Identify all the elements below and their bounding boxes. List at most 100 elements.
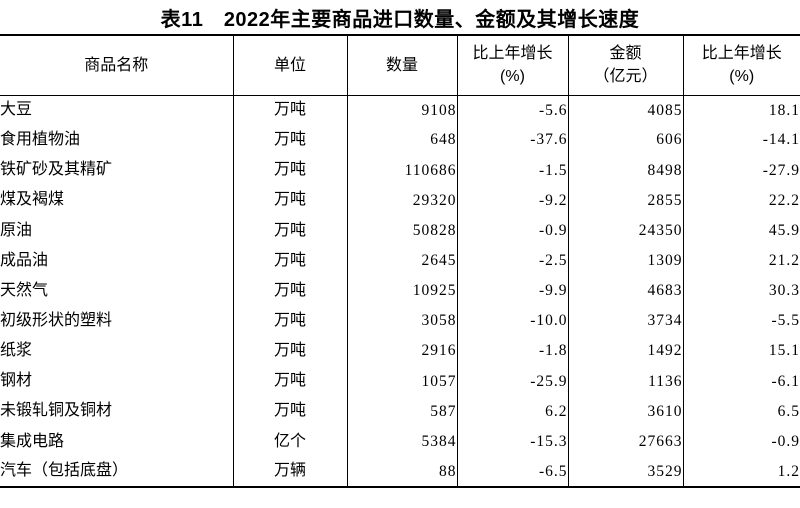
quantity-growth-cell: -37.6 <box>456 125 568 156</box>
table-row: 天然气 万吨 10925 -9.9 4683 30.3 <box>0 275 800 306</box>
col-header-label: 比上年增长 <box>472 45 553 63</box>
amount-growth-cell: -5.5 <box>682 305 800 337</box>
quantity-cell: 1057 <box>346 366 457 397</box>
quantity-cell: 88 <box>346 456 457 487</box>
header-row: 商品名称 单位 数量 比上年增长 (%) 金额 （亿元） 比上年增长 (%) <box>0 35 800 96</box>
table-row: 食用植物油 万吨 648 -37.6 606 -14.1 <box>0 125 800 156</box>
col-header-label: 单位 <box>273 56 306 74</box>
commodity-name-cell: 初级形状的塑料 <box>0 312 113 330</box>
amount-growth-cell: 22.2 <box>682 185 800 216</box>
amount-growth-cell: 6.5 <box>682 396 800 427</box>
col-header-amount: 金额 （亿元） <box>567 35 683 96</box>
quantity-cell: 50828 <box>346 215 457 246</box>
quantity-cell: 648 <box>346 125 457 156</box>
unit-cell: 万吨 <box>232 155 347 186</box>
commodity-name-cell: 食用植物油 <box>0 131 81 149</box>
col-header-quantity: 数量 <box>346 35 457 96</box>
quantity-cell: 110686 <box>346 155 457 186</box>
commodity-name-cell: 铁矿砂及其精矿 <box>0 161 113 179</box>
col-header-label: 比上年增长 <box>701 45 782 63</box>
amount-cell: 8498 <box>567 155 683 186</box>
amount-growth-cell: -27.9 <box>682 155 800 186</box>
amount-growth-cell: 21.2 <box>682 245 800 276</box>
unit-cell: 万吨 <box>232 185 347 216</box>
unit-cell: 万吨 <box>232 396 347 427</box>
commodity-name-cell: 天然气 <box>0 281 49 299</box>
amount-growth-cell: 15.1 <box>682 336 800 367</box>
quantity-growth-cell: -0.9 <box>456 215 568 246</box>
quantity-growth-cell: -15.3 <box>456 426 568 457</box>
amount-cell: 3529 <box>567 456 683 487</box>
unit-cell: 万吨 <box>232 125 347 156</box>
unit-cell: 万吨 <box>232 245 347 276</box>
table-row: 汽车（包括底盘） 万辆 88 -6.5 3529 1.2 <box>0 456 800 487</box>
amount-cell: 606 <box>567 125 683 156</box>
col-header-label: 数量 <box>385 56 418 74</box>
commodity-name-cell: 钢材 <box>0 372 33 390</box>
unit-cell: 万吨 <box>232 275 347 306</box>
quantity-growth-cell: -1.8 <box>456 336 568 367</box>
col-header-commodity-name: 商品名称 <box>0 35 233 96</box>
amount-cell: 4683 <box>567 275 683 306</box>
table-row: 钢材 万吨 1057 -25.9 1136 -6.1 <box>0 366 800 397</box>
col-header-quantity-growth: 比上年增长 (%) <box>456 35 568 96</box>
unit-cell: 万吨 <box>232 305 347 337</box>
commodity-name-cell: 煤及褐煤 <box>0 191 65 209</box>
quantity-cell: 29320 <box>346 185 457 216</box>
amount-cell: 3610 <box>567 396 683 427</box>
quantity-growth-cell: -9.2 <box>456 185 568 216</box>
table-row: 煤及褐煤 万吨 29320 -9.2 2855 22.2 <box>0 185 800 216</box>
amount-growth-cell: -6.1 <box>682 366 800 397</box>
quantity-growth-cell: -6.5 <box>456 456 568 487</box>
table-body: 大豆 万吨 9108 -5.6 4085 18.1 食用植物油 万吨 648 -37.6 606 -1… <box>0 95 800 487</box>
col-header-sub: (%) <box>729 68 755 86</box>
amount-cell: 3734 <box>567 305 683 337</box>
amount-cell: 4085 <box>567 95 683 126</box>
amount-growth-cell: 45.9 <box>682 215 800 246</box>
quantity-cell: 9108 <box>346 95 457 126</box>
table-row: 大豆 万吨 9108 -5.6 4085 18.1 <box>0 95 800 126</box>
amount-cell: 1309 <box>567 245 683 276</box>
table-row: 成品油 万吨 2645 -2.5 1309 21.2 <box>0 245 800 276</box>
amount-growth-cell: 30.3 <box>682 275 800 306</box>
quantity-cell: 10925 <box>346 275 457 306</box>
amount-cell: 1136 <box>567 366 683 397</box>
commodity-name-cell: 纸浆 <box>0 342 33 360</box>
commodity-name-cell: 集成电路 <box>0 432 65 450</box>
table-row: 原油 万吨 50828 -0.9 24350 45.9 <box>0 215 800 246</box>
unit-cell: 万吨 <box>232 215 347 246</box>
unit-cell: 万吨 <box>232 336 347 367</box>
imports-table: 商品名称 单位 数量 比上年增长 (%) 金额 （亿元） 比上年增长 (%) 大豆 万吨 9108-… <box>0 34 800 488</box>
quantity-cell: 5384 <box>346 426 457 457</box>
commodity-name-cell: 原油 <box>0 221 33 239</box>
commodity-name-cell: 汽车（包括底盘） <box>0 462 129 480</box>
quantity-growth-cell: -10.0 <box>456 305 568 337</box>
amount-cell: 27663 <box>567 426 683 457</box>
commodity-name-cell: 成品油 <box>0 251 49 269</box>
unit-cell: 万吨 <box>232 95 347 126</box>
commodity-name-cell: 大豆 <box>0 101 33 119</box>
quantity-growth-cell: 6.2 <box>456 396 568 427</box>
quantity-growth-cell: -9.9 <box>456 275 568 306</box>
table-row: 铁矿砂及其精矿 万吨 110686 -1.5 8498 -27.9 <box>0 155 800 186</box>
col-header-label: 商品名称 <box>84 56 149 74</box>
amount-cell: 24350 <box>567 215 683 246</box>
quantity-cell: 2916 <box>346 336 457 367</box>
table-title: 表11 2022年主要商品进口数量、金额及其增长速度 <box>160 8 640 31</box>
statistical-communique-page: 表11 2022年主要商品进口数量、金额及其增长速度 商品名称 单位 数量 比上年增长… <box>0 8 800 488</box>
table-header: 商品名称 单位 数量 比上年增长 (%) 金额 （亿元） 比上年增长 (%) <box>0 35 800 96</box>
quantity-growth-cell: -25.9 <box>456 366 568 397</box>
unit-cell: 万吨 <box>232 366 347 397</box>
col-header-sub: （亿元） <box>593 68 658 86</box>
quantity-cell: 2645 <box>346 245 457 276</box>
col-header-unit: 单位 <box>232 35 347 96</box>
amount-growth-cell: 18.1 <box>682 95 800 126</box>
commodity-name-cell: 未锻轧铜及铜材 <box>0 402 113 420</box>
unit-cell: 亿个 <box>232 426 347 457</box>
amount-growth-cell: -0.9 <box>682 426 800 457</box>
table-row: 初级形状的塑料 万吨 3058 -10.0 3734 -5.5 <box>0 305 800 337</box>
amount-growth-cell: -14.1 <box>682 125 800 156</box>
col-header-amount-growth: 比上年增长 (%) <box>682 35 800 96</box>
amount-cell: 1492 <box>567 336 683 367</box>
unit-cell: 万辆 <box>232 456 347 487</box>
